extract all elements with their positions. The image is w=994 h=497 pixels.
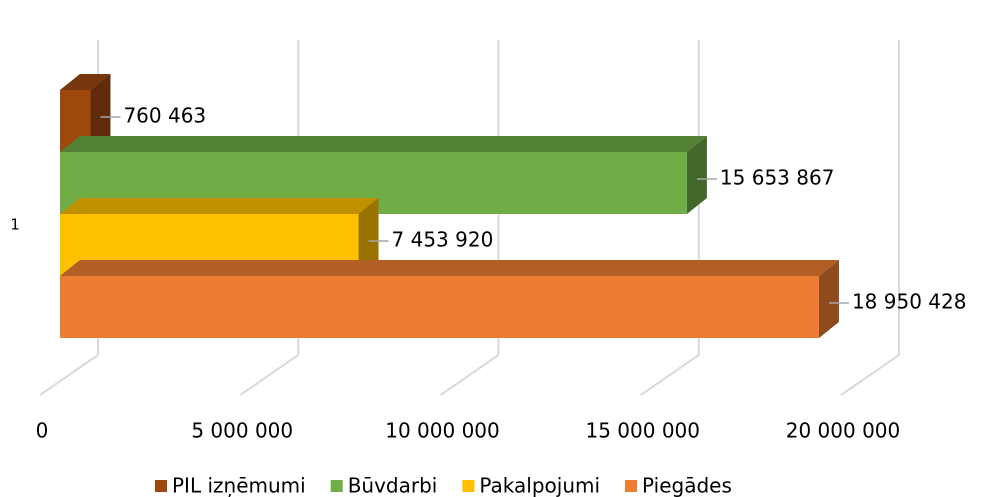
bar-top (60, 136, 707, 152)
legend-swatch (462, 480, 475, 492)
bar-side (818, 260, 839, 338)
data-label: 18 950 428 (852, 290, 967, 314)
legend-swatch (330, 480, 343, 492)
legend-swatch (625, 480, 638, 492)
x-tick-label: 10 000 000 (385, 419, 500, 443)
bar (60, 276, 819, 338)
floor-line (39, 354, 99, 396)
floor-line (640, 354, 700, 396)
floor-line (439, 354, 500, 396)
x-tick-label: 20 000 000 (786, 419, 901, 443)
legend-label: Piegādes (642, 474, 732, 497)
bar-side (358, 198, 379, 276)
floor-line (239, 354, 299, 396)
bar-top (60, 198, 379, 214)
data-label: 7 453 920 (392, 228, 494, 252)
bar-side (90, 74, 111, 152)
x-tick-label: 15 000 000 (585, 419, 700, 443)
legend-swatch (155, 480, 167, 492)
x-tick-label: 5 000 000 (191, 419, 293, 443)
floor-line (840, 354, 900, 396)
legend-label: Būvdarbi (348, 474, 438, 497)
x-tick-label: 0 (36, 419, 49, 443)
bar-side (686, 136, 707, 214)
legend-label: Pakalpojumi (479, 474, 600, 497)
bar-top (60, 74, 111, 90)
data-label: 15 653 867 (720, 166, 835, 190)
bar-top (60, 260, 839, 276)
y-tick-label: 1 (10, 216, 20, 234)
data-label: 760 463 (123, 104, 206, 128)
legend-label: PIL izņēmumi (172, 474, 306, 497)
